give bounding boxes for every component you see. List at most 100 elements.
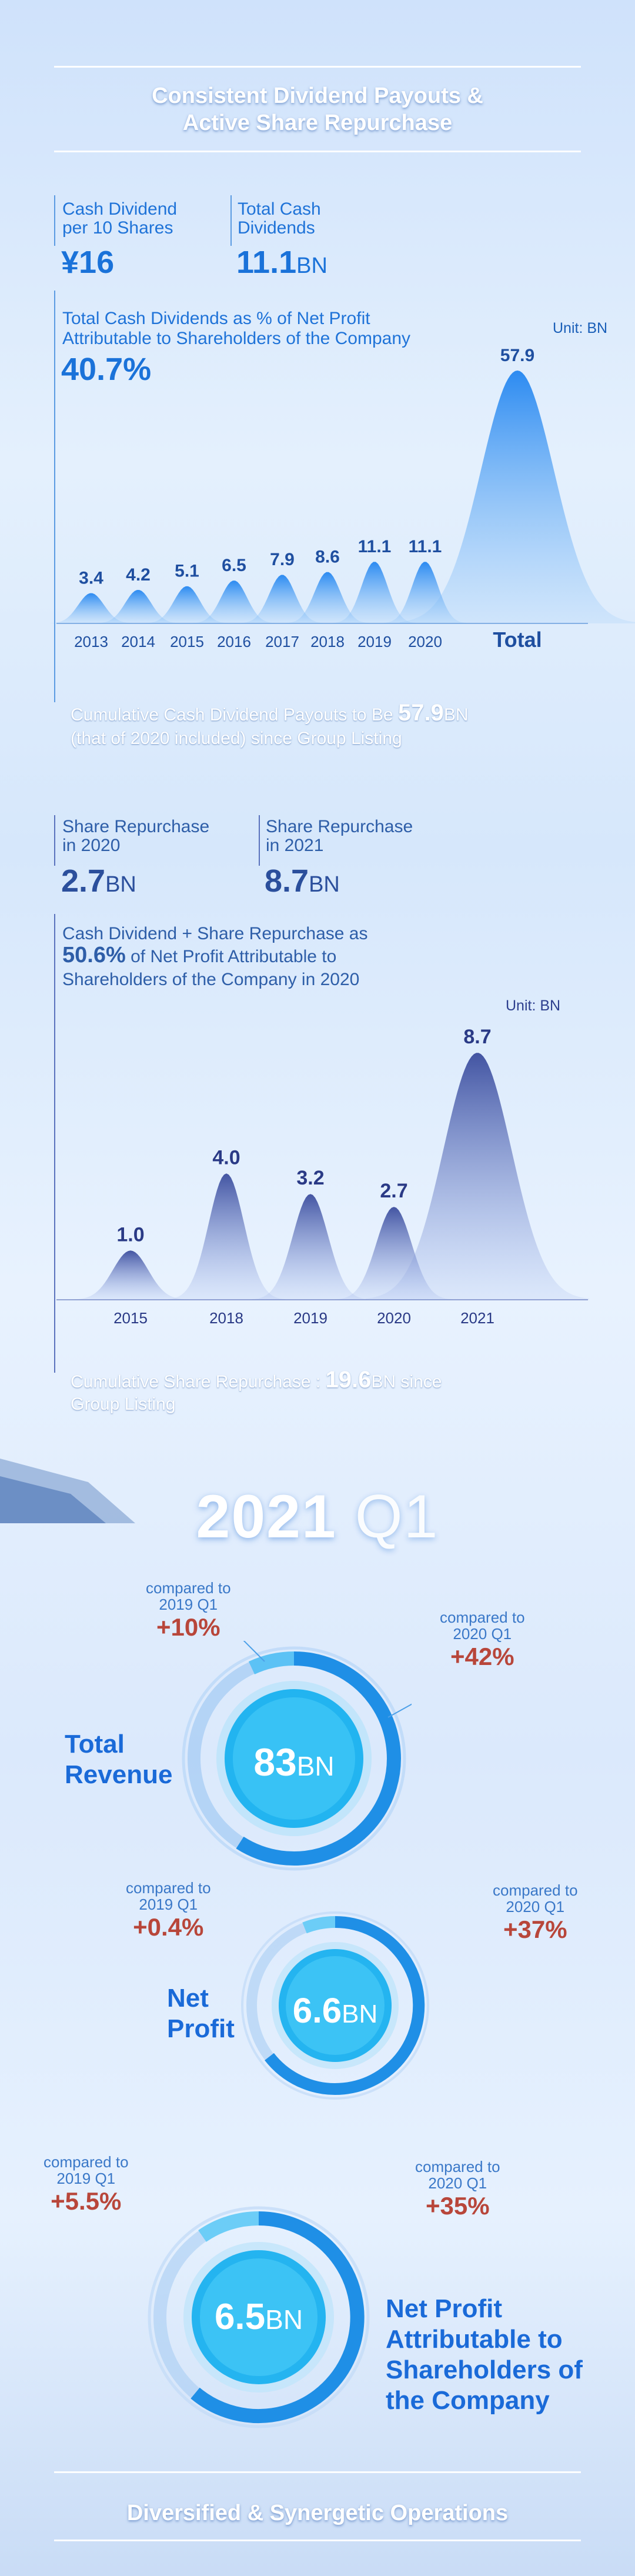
tick-label-2021: 2021 — [460, 1309, 494, 1327]
comparison-label: 2020 Q1 — [506, 1898, 565, 1916]
label-line: Total — [65, 1730, 125, 1759]
repurchase-2020-label: Share Repurchase — [62, 817, 210, 836]
value-unit: BN — [342, 2000, 378, 2028]
value-number: 6.6 — [292, 1991, 342, 2030]
total-cash-dividends-value: 11.1BN — [236, 246, 327, 282]
value-unit: BN — [296, 253, 327, 278]
q1-title-year: 2021 — [196, 1483, 337, 1551]
value-number: 6.5 — [214, 2297, 266, 2337]
tick-label-Total: Total — [493, 628, 542, 652]
comparison-label: compared to — [44, 2153, 129, 2171]
label-text: of Net Profit Attributable to — [125, 947, 337, 966]
note-text: Cumulative Share Repurchase : — [71, 1372, 326, 1392]
page-title-line1: Consistent Dividend Payouts & — [152, 84, 483, 108]
chart-area-2016 — [193, 580, 275, 623]
label-line: Attributable to — [386, 2325, 563, 2354]
label-line: Shareholders of — [386, 2355, 583, 2384]
comparison-label: compared to — [493, 1881, 578, 1899]
comparison-2019: compared to 2019 Q1 +0.4% — [126, 1880, 211, 1942]
data-label-Total: 57.9 — [500, 346, 534, 365]
tick-label-2015: 2015 — [113, 1309, 148, 1327]
attributable-profit-ring — [148, 2206, 370, 2428]
footer-title: Diversified & Synergetic Operations — [126, 2501, 509, 2525]
comparison-label: 2019 Q1 — [159, 1596, 218, 1613]
footer-bottom-rule — [54, 2540, 581, 2541]
attributable-profit-label: Net Profit Attributable to Shareholders … — [386, 2294, 583, 2416]
cash-dividend-label: per 10 Shares — [62, 218, 173, 238]
header-bottom-rule — [54, 151, 581, 152]
dividend-pct-value: 40.7% — [61, 352, 152, 387]
comparison-2019: compared to 2019 Q1 +5.5% — [44, 2154, 129, 2216]
repurchase-2020-label: in 2020 — [62, 836, 121, 855]
tick-label-2018: 2018 — [310, 633, 345, 650]
chart-area-2018 — [168, 1173, 285, 1300]
repurchase-chart: 1.0 2015 4.0 2018 3.2 2019 2.7 2020 8.7 2021 — [56, 1026, 589, 1327]
combined-pct-label: 50.6% of Net Profit Attributable to — [62, 943, 337, 967]
comparison-label: 2020 Q1 — [453, 1625, 512, 1643]
label-line: Net Profit — [386, 2294, 502, 2323]
chart2-unit-note: Unit: BN — [506, 997, 561, 1014]
chart-area-2018 — [286, 572, 369, 623]
tick-label-2019: 2019 — [293, 1309, 327, 1327]
chart-area-2019 — [333, 562, 416, 623]
footer-top-rule — [54, 2471, 581, 2473]
repurchase-2021-label: Share Repurchase — [266, 817, 413, 836]
data-label-2020: 2.7 — [380, 1180, 407, 1202]
data-label-2015: 1.0 — [116, 1223, 144, 1246]
chart-area-2013 — [50, 593, 132, 623]
comparison-label: compared to — [146, 1579, 231, 1597]
label-line: Profit — [167, 2014, 235, 2043]
chart-area-2021 — [366, 1053, 589, 1300]
combined-pct-value: 50.6% — [62, 943, 126, 967]
value-unit: BN — [105, 872, 136, 897]
comparison-value: +35% — [425, 2192, 490, 2220]
tick-label-2020: 2020 — [377, 1309, 411, 1327]
divider-line — [54, 195, 55, 246]
cash-dividend-value: ¥16 — [61, 245, 115, 280]
comparison-value: +37% — [503, 1916, 567, 1943]
net-profit-value: 6.6BN — [235, 1990, 435, 2031]
cumulative-dividend-note: Cumulative Cash Dividend Payouts to Be 5… — [71, 701, 469, 725]
divider-line — [259, 815, 260, 866]
chart-area-2014 — [97, 590, 179, 623]
comparison-label: 2019 Q1 — [139, 1896, 198, 1913]
cash-dividend-label: Cash Dividend — [62, 199, 178, 219]
note-text: Cumulative Cash Dividend Payouts to Be — [71, 705, 398, 725]
dividend-pct-label: Attributable to Shareholders of the Comp… — [62, 329, 411, 348]
header-top-rule — [54, 66, 581, 68]
comparison-label: compared to — [126, 1879, 211, 1897]
value-number: 8.7 — [265, 863, 309, 899]
note-text: BN — [443, 705, 469, 725]
value-unit: BN — [296, 1751, 335, 1781]
chart-area-2015 — [146, 586, 228, 623]
data-label-2018: 8.6 — [315, 547, 340, 566]
note-text: BN since — [371, 1372, 442, 1392]
repurchase-2020-value: 2.7BN — [61, 865, 136, 901]
label-line: Revenue — [65, 1760, 173, 1789]
comparison-2020: compared to 2020 Q1 +37% — [493, 1882, 578, 1944]
chart-area-2019 — [252, 1194, 369, 1300]
tick-label-2013: 2013 — [74, 633, 108, 650]
divider-line — [54, 815, 55, 866]
comparison-2020: compared to 2020 Q1 +42% — [440, 1609, 525, 1671]
total-cash-dividends-label: Total Cash — [238, 199, 321, 219]
combined-pct-label: Cash Dividend + Share Repurchase as — [62, 924, 368, 943]
data-label-2019: 3.2 — [296, 1167, 324, 1189]
dividend-chart: 3.4 2013 4.2 2014 5.1 2015 6.5 2016 7.9 2017 8.6 20… — [50, 346, 635, 652]
data-label-2014: 4.2 — [126, 565, 151, 585]
tick-label-2015: 2015 — [170, 633, 204, 650]
comparison-value: +42% — [450, 1643, 514, 1670]
data-label-2015: 5.1 — [175, 562, 199, 581]
comparison-label: compared to — [415, 2158, 500, 2175]
comparison-label: 2020 Q1 — [428, 2174, 487, 2192]
chart-area-2017 — [241, 575, 323, 623]
label-line: the Company — [386, 2386, 550, 2415]
value-number: 11.1 — [236, 245, 297, 280]
net-profit-ring — [241, 1911, 429, 2100]
chart1-unit-note: Unit: BN — [553, 320, 608, 336]
page-title-line2: Active Share Repurchase — [182, 111, 453, 135]
data-label-2019: 11.1 — [358, 537, 392, 556]
ship-illustration — [0, 1459, 135, 1523]
label-line: Net — [167, 1984, 209, 2013]
value-unit: BN — [309, 872, 340, 897]
